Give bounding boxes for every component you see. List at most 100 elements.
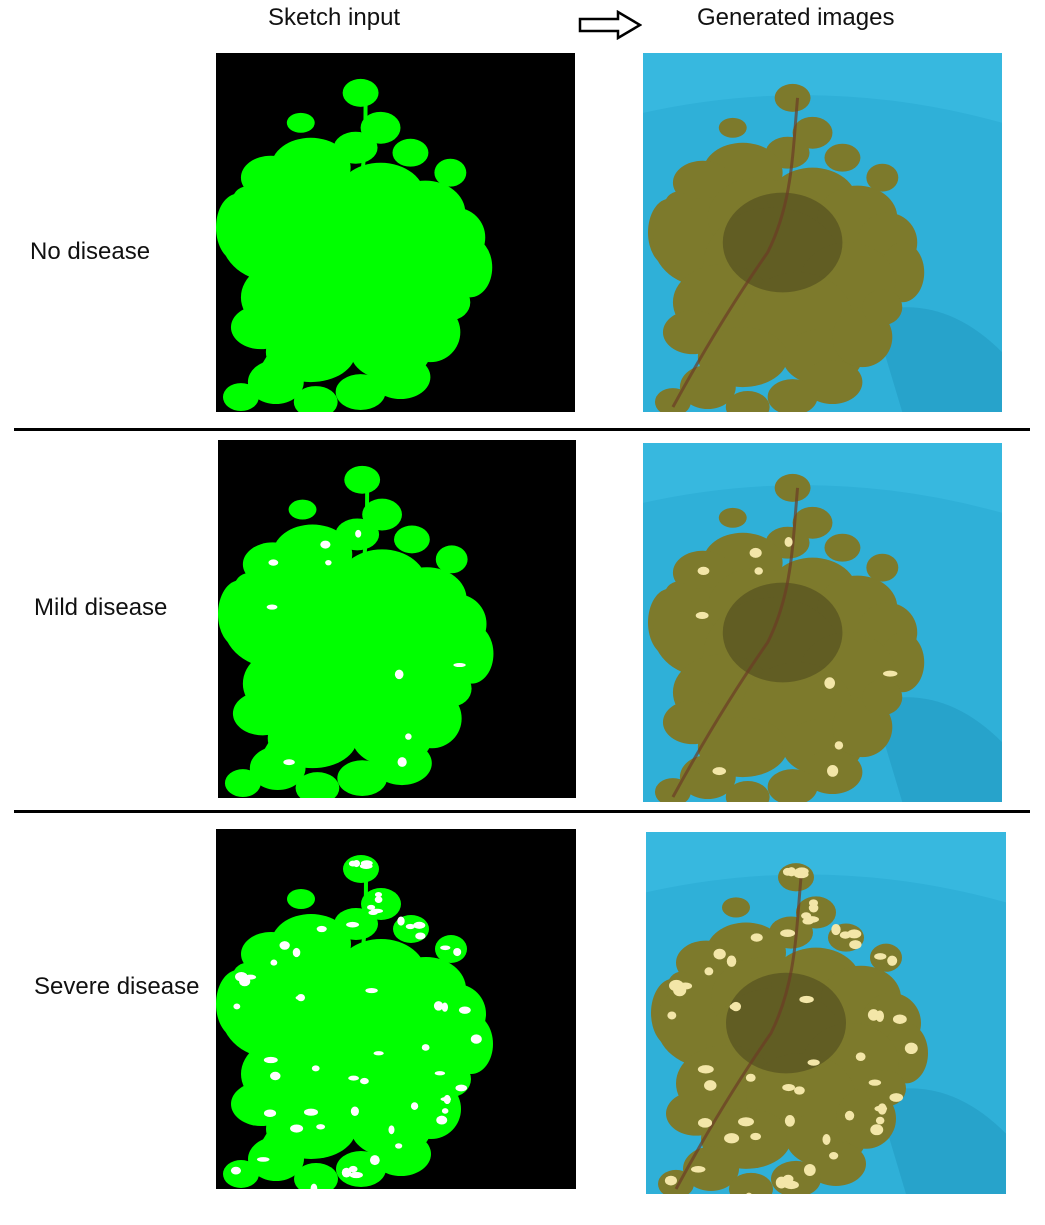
disease-spot-mask [433, 1001, 444, 1011]
sketch-leaf [342, 78, 379, 107]
disease-spot-mask [415, 932, 426, 940]
disease-spot-mask [292, 947, 301, 958]
disease-spot [712, 767, 727, 776]
disease-spot-mask [341, 1167, 352, 1178]
disease-spot-mask [440, 945, 451, 951]
disease-spot-mask [388, 1125, 395, 1135]
disease-spot [754, 567, 763, 575]
disease-spot-mask [263, 1109, 277, 1117]
disease-spot-mask [395, 1143, 403, 1149]
photo-leaf [729, 1172, 773, 1194]
row-separator [14, 428, 1030, 431]
disease-spot [829, 1151, 839, 1160]
disease-spot-mask [397, 757, 407, 767]
disease-spot-mask [413, 921, 426, 929]
disease-spot-mask [239, 973, 248, 980]
disease-spot [892, 1014, 907, 1024]
photo-leaf [767, 769, 818, 802]
sketch-panel-mild-disease [218, 440, 576, 798]
disease-spot [839, 931, 851, 939]
disease-spot [807, 1059, 820, 1066]
disease-spot [794, 1086, 805, 1095]
disease-spot-mask [374, 896, 383, 903]
sketch-leaf [435, 935, 467, 963]
disease-spot-mask [316, 1124, 326, 1130]
photo-leaf [683, 1146, 739, 1191]
photo-leaf [767, 379, 818, 412]
disease-spot-mask [374, 891, 383, 898]
row-label-mild-disease: Mild disease [34, 594, 168, 621]
disease-spot [874, 953, 887, 960]
disease-spot-mask [421, 1044, 430, 1051]
disease-spot-mask [441, 1108, 449, 1114]
disease-spot-mask [355, 529, 362, 538]
disease-spot-mask [436, 1115, 448, 1125]
disease-spot-mask [443, 1094, 451, 1105]
sketch-input-header: Sketch input [268, 4, 401, 31]
disease-spot-mask [348, 1165, 358, 1173]
disease-spot-mask [290, 1124, 304, 1133]
sketch-leaf [233, 573, 262, 606]
disease-spot [904, 1042, 918, 1055]
disease-spot-mask [365, 987, 378, 994]
disease-spot-mask [320, 540, 331, 549]
disease-spot [784, 1115, 795, 1127]
right-arrow-outline-icon [578, 10, 642, 40]
sketch-leaf [240, 155, 301, 200]
disease-spot [794, 867, 809, 876]
photo-leaf [718, 117, 747, 138]
disease-spot [834, 741, 844, 750]
disease-spot [889, 1093, 904, 1102]
row-separator [14, 810, 1030, 813]
disease-spot [844, 1110, 855, 1121]
disease-spot [695, 611, 709, 620]
disease-spot-mask [266, 604, 278, 610]
disease-spot-mask [279, 941, 290, 950]
disease-spot-mask [295, 995, 303, 1000]
disease-spot-mask [349, 1171, 363, 1179]
disease-spot [667, 1011, 677, 1020]
sketch-leaf [370, 355, 431, 400]
photo-leaf [722, 897, 750, 918]
photo-leaf [778, 863, 814, 892]
disease-spot-mask [268, 559, 279, 566]
disease-spot [855, 1052, 866, 1062]
disease-spot [867, 1009, 880, 1021]
sketch-leaf [287, 889, 315, 909]
disease-spot [664, 1175, 677, 1186]
disease-spot [822, 1134, 831, 1145]
photo-leaf [774, 473, 811, 502]
disease-spot [784, 537, 793, 547]
sketch-leaf [335, 374, 386, 411]
disease-spot [690, 1165, 706, 1173]
disease-spot [713, 948, 726, 960]
disease-spot [726, 955, 737, 967]
sketch-leaf [360, 111, 401, 144]
generated-panel-no-disease [643, 53, 1002, 412]
disease-spot [746, 1192, 752, 1194]
disease-spot-mask [348, 1075, 359, 1081]
disease-spot [808, 899, 819, 907]
disease-spot [745, 1073, 756, 1082]
sketch-leaf [344, 465, 381, 494]
sketch-leaf [394, 525, 430, 554]
sketch-leaf [431, 670, 472, 707]
disease-spot [883, 670, 898, 677]
sketch-leaf [293, 386, 338, 412]
disease-spot [875, 1116, 885, 1125]
photo-leaf [725, 781, 770, 802]
disease-spot-mask [310, 1183, 318, 1189]
disease-spot [847, 929, 862, 939]
disease-spot [827, 765, 839, 777]
generated-images-header: Generated images [697, 4, 895, 31]
disease-spot-mask [256, 1157, 270, 1162]
disease-spot-mask [233, 1003, 241, 1010]
sketch-leaf [434, 158, 467, 187]
generated-panel-severe-disease [646, 832, 1006, 1194]
disease-spot-mask [360, 1077, 369, 1085]
disease-spot [697, 566, 710, 576]
disease-spot [868, 1079, 882, 1086]
photo-leaf [824, 143, 861, 172]
disease-spot [697, 1118, 713, 1128]
sketch-leaf [371, 1132, 431, 1176]
